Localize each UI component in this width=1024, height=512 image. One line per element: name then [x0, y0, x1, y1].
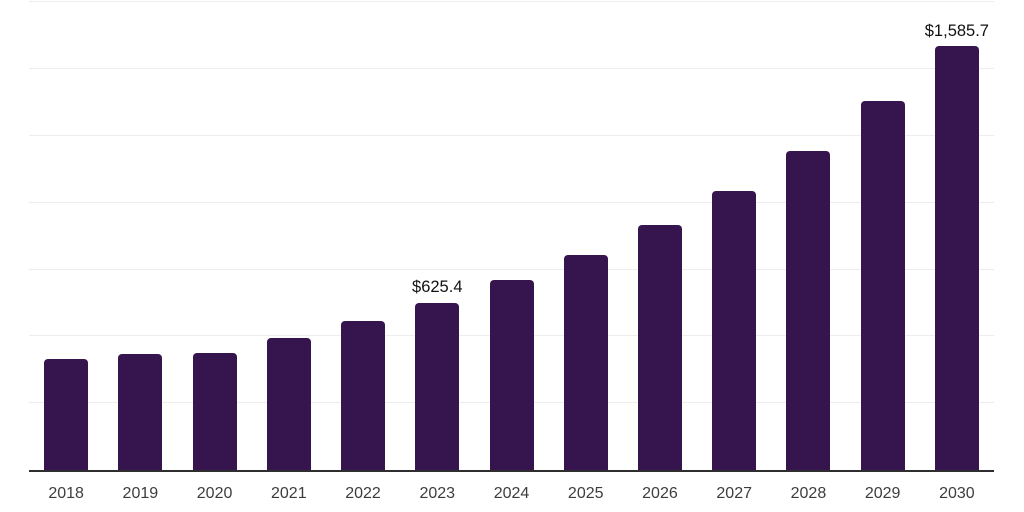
- x-tick-2021: 2021: [271, 485, 307, 502]
- x-tick-2027: 2027: [716, 485, 752, 502]
- x-tick-2023: 2023: [419, 485, 456, 502]
- gridline-750: [29, 268, 994, 270]
- gridline-1750: [29, 1, 994, 3]
- x-tick-2022: 2022: [345, 485, 381, 502]
- bar-2030: [934, 46, 979, 470]
- bar-2022: [341, 321, 386, 470]
- x-tick-2020: 2020: [196, 485, 233, 502]
- x-tick-2030: 2030: [939, 485, 975, 502]
- value-label-2023: $625.4: [412, 278, 463, 297]
- x-tick-2028: 2028: [790, 485, 827, 502]
- bar-2029: [860, 101, 905, 470]
- bar-2027: [712, 191, 757, 470]
- x-axis-labels: 2018 2019 2020 2021 2022 2023 2024 2025 2026 2027…: [29, 472, 994, 512]
- bar-2025: [563, 254, 608, 470]
- bar-2019: [118, 353, 163, 470]
- bar-2028: [786, 151, 831, 470]
- x-tick-2018: 2018: [48, 485, 84, 502]
- gridline-1500: [29, 67, 994, 69]
- gridline-1250: [29, 134, 994, 136]
- gridline-1000: [29, 201, 994, 203]
- bar-2023: [415, 302, 460, 470]
- x-tick-2024: 2024: [493, 485, 530, 502]
- bar-2026: [637, 225, 682, 470]
- bar-2020: [192, 353, 237, 470]
- x-tick-2025: 2025: [567, 485, 604, 502]
- bar-2018: [44, 359, 89, 470]
- bar-2024: [489, 280, 534, 470]
- x-tick-2029: 2029: [864, 485, 901, 502]
- plot-area: $625.4 $1,585.7: [29, 0, 994, 472]
- x-tick-2019: 2019: [122, 485, 159, 502]
- bar-2021: [266, 337, 311, 470]
- value-label-2030: $1,585.7: [924, 21, 989, 40]
- x-tick-2026: 2026: [642, 485, 678, 502]
